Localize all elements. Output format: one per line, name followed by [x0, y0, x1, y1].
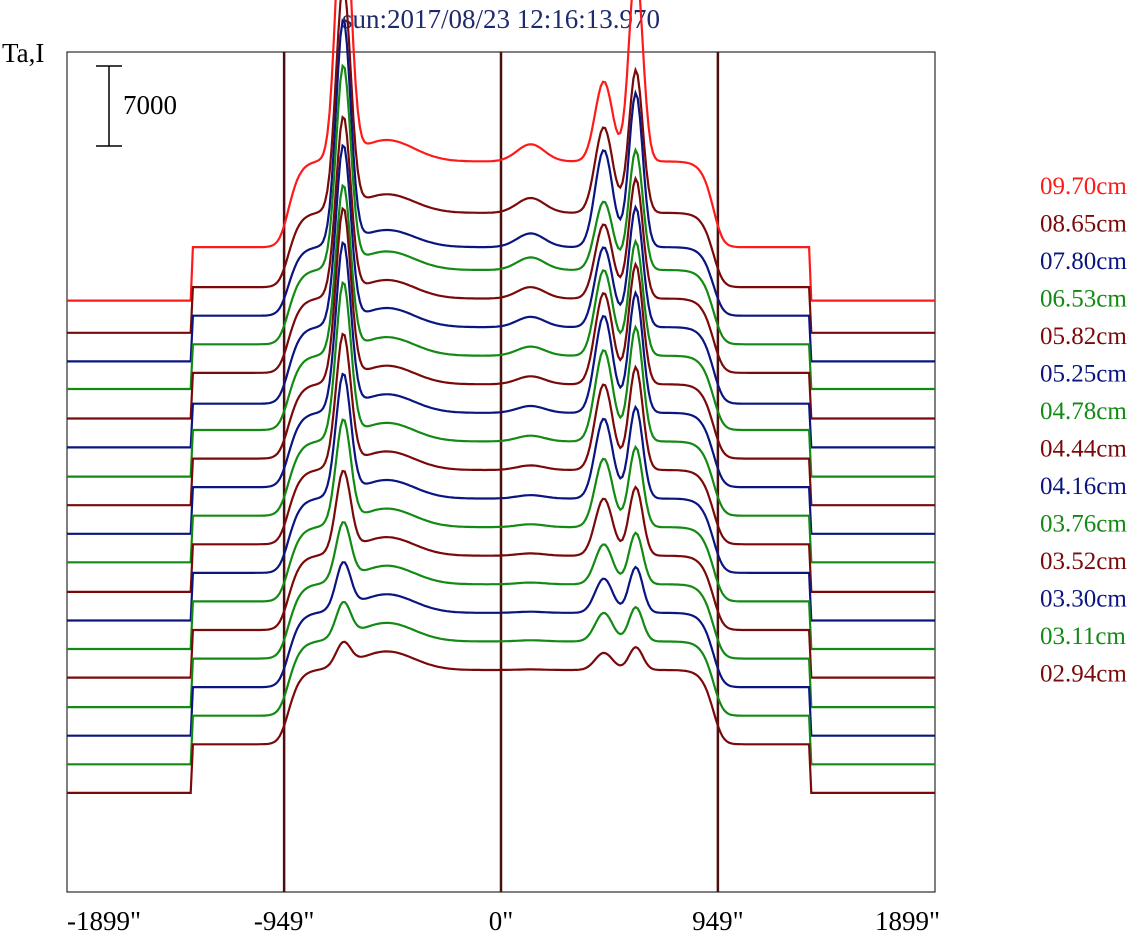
series-line-0 [67, 0, 935, 302]
series-line-8 [67, 240, 935, 535]
legend-entry-9: 03.76cm [1040, 511, 1127, 538]
series-line-3 [67, 63, 935, 391]
series-line-15 [67, 561, 935, 737]
legend-entry-12: 03.11cm [1040, 623, 1126, 650]
series-line-12 [67, 418, 935, 651]
legend-entry-2: 07.80cm [1040, 248, 1127, 275]
legend-entry-7: 04.44cm [1040, 436, 1127, 463]
series-line-9 [67, 280, 935, 564]
x-tick-label-3: 949" [692, 906, 744, 936]
x-tick-label-4: 1899" [875, 906, 940, 936]
series-line-17 [67, 640, 935, 794]
scale-bar-label: 7000 [123, 90, 177, 120]
series-line-16 [67, 600, 935, 766]
series-line-5 [67, 143, 935, 449]
series-line-2 [67, 18, 935, 363]
legend-entry-0: 09.70cm [1040, 173, 1127, 200]
series-line-4 [67, 115, 935, 420]
series-layer [67, 0, 935, 794]
x-tick-label-0: -1899" [67, 906, 141, 936]
legend-entry-4: 05.82cm [1040, 323, 1127, 350]
legend-entry-11: 03.30cm [1040, 586, 1127, 613]
legend-entry-13: 02.94cm [1040, 661, 1127, 688]
vertical-reference-lines [282, 52, 720, 892]
series-line-1 [67, 0, 935, 334]
legend-entry-5: 05.25cm [1040, 361, 1127, 388]
legend-entry-1: 08.65cm [1040, 211, 1127, 238]
series-line-13 [67, 469, 935, 679]
legend-entry-3: 06.53cm [1040, 286, 1127, 313]
x-tick-labels: -1899" -949" 0" 949" 1899" [67, 906, 940, 936]
x-tick-label-1: -949" [254, 906, 315, 936]
series-line-7 [67, 206, 935, 507]
series-line-11 [67, 372, 935, 622]
chart-title: sun:2017/08/23 12:16:13.970 [342, 4, 660, 34]
y-axis-label: Ta,I [2, 38, 44, 68]
series-line-10 [67, 332, 935, 593]
series-line-6 [67, 183, 935, 478]
legend: 09.70cm 08.65cm 07.80cm 06.53cm 05.82cm 05.25… [1040, 173, 1127, 688]
legend-entry-8: 04.16cm [1040, 473, 1127, 500]
x-tick-label-2: 0" [489, 906, 514, 936]
legend-entry-6: 04.78cm [1040, 398, 1127, 425]
legend-entry-10: 03.52cm [1040, 548, 1127, 575]
scale-bar: 7000 [96, 65, 177, 147]
series-line-14 [67, 521, 935, 709]
